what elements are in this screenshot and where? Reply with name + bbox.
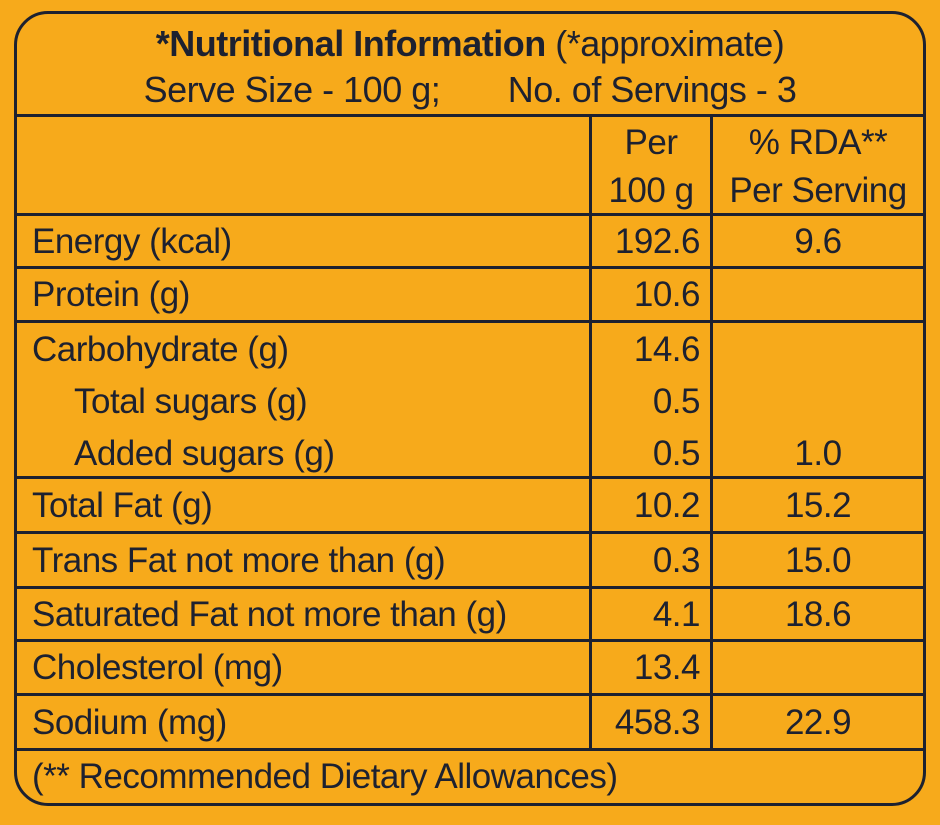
per-100g-value: 10.6: [589, 269, 710, 320]
table-row-protein: Protein (g) 10.6: [17, 266, 923, 320]
label-header: *Nutritional Information (*approximate) …: [17, 14, 923, 114]
rda-value: 15.0: [710, 534, 923, 586]
nutrient-name: Cholesterol (mg): [32, 648, 283, 687]
per-100g-value: 10.2: [589, 479, 710, 531]
rda-value: 9.6: [710, 216, 923, 266]
per-100g-value: 0.5: [652, 382, 701, 421]
per-100g-value: 458.3: [589, 696, 710, 748]
serving-info-line: Serve Size - 100 g; No. of Servings - 3: [17, 67, 923, 113]
rda-value: 18.6: [710, 589, 923, 639]
table-row-energy: Energy (kcal) 192.6 9.6: [17, 213, 923, 266]
nutrition-label-panel: *Nutritional Information (*approximate) …: [14, 11, 926, 806]
nutrient-name-group: Carbohydrate (g) Total sugars (g) Added …: [17, 323, 589, 476]
nutrient-name: Trans Fat not more than (g): [32, 541, 446, 580]
table-row-saturated-fat: Saturated Fat not more than (g) 4.1 18.6: [17, 586, 923, 639]
nutrient-name: Carbohydrate (g): [32, 330, 289, 369]
servings-count-text: No. of Servings - 3: [507, 69, 797, 110]
per-100g-header-line2: 100 g: [608, 171, 694, 210]
rda-value: 15.2: [710, 479, 923, 531]
per-100g-value: 0.5: [652, 434, 701, 473]
nutrient-name: Protein (g): [32, 275, 190, 314]
nutrient-name: Sodium (mg): [32, 703, 227, 742]
nutrient-name: Energy (kcal): [32, 222, 232, 261]
nutrient-name: Saturated Fat not more than (g): [32, 595, 507, 634]
rda-value: [713, 323, 923, 375]
table-row-carbohydrate-group: Carbohydrate (g) Total sugars (g) Added …: [17, 320, 923, 476]
per-100g-value: 13.4: [589, 642, 710, 693]
rda-value-group: 1.0: [710, 323, 923, 476]
serve-size-text: Serve Size - 100 g;: [143, 69, 441, 110]
rda-value: [710, 269, 923, 320]
nutrient-name: Total Fat (g): [32, 486, 213, 525]
label-title-note: (*approximate): [555, 23, 785, 64]
nutrient-column-header: [17, 117, 589, 213]
rda-value: [713, 375, 923, 427]
table-row-sodium: Sodium (mg) 458.3 22.9: [17, 693, 923, 748]
rda-value: 22.9: [710, 696, 923, 748]
rda-footnote: (** Recommended Dietary Allowances): [17, 748, 923, 803]
rda-value: [710, 642, 923, 693]
rda-column-header: % RDA** Per Serving: [710, 117, 923, 213]
per-100g-value: 14.6: [633, 330, 701, 369]
nutrient-name: Added sugars (g): [74, 434, 335, 473]
per-100g-value: 0.3: [589, 534, 710, 586]
table-row-cholesterol: Cholesterol (mg) 13.4: [17, 639, 923, 693]
label-title-line: *Nutritional Information (*approximate): [17, 21, 923, 67]
rda-value: 1.0: [794, 434, 842, 473]
table-row-total-fat: Total Fat (g) 10.2 15.2: [17, 476, 923, 531]
rda-header-line1: % RDA**: [748, 123, 888, 162]
per-100g-value: 192.6: [589, 216, 710, 266]
per-100g-value: 4.1: [589, 589, 710, 639]
table-row-trans-fat: Trans Fat not more than (g) 0.3 15.0: [17, 531, 923, 586]
per-100g-column-header: Per 100 g: [589, 117, 710, 213]
per-100g-header-line1: Per: [624, 123, 678, 162]
per-100g-value-group: 14.6 0.5 0.5: [589, 323, 710, 476]
label-title: *Nutritional Information: [155, 23, 546, 64]
nutrient-name: Total sugars (g): [74, 382, 308, 421]
column-header-row: Per 100 g % RDA** Per Serving: [17, 114, 923, 213]
rda-header-line2: Per Serving: [729, 171, 907, 210]
